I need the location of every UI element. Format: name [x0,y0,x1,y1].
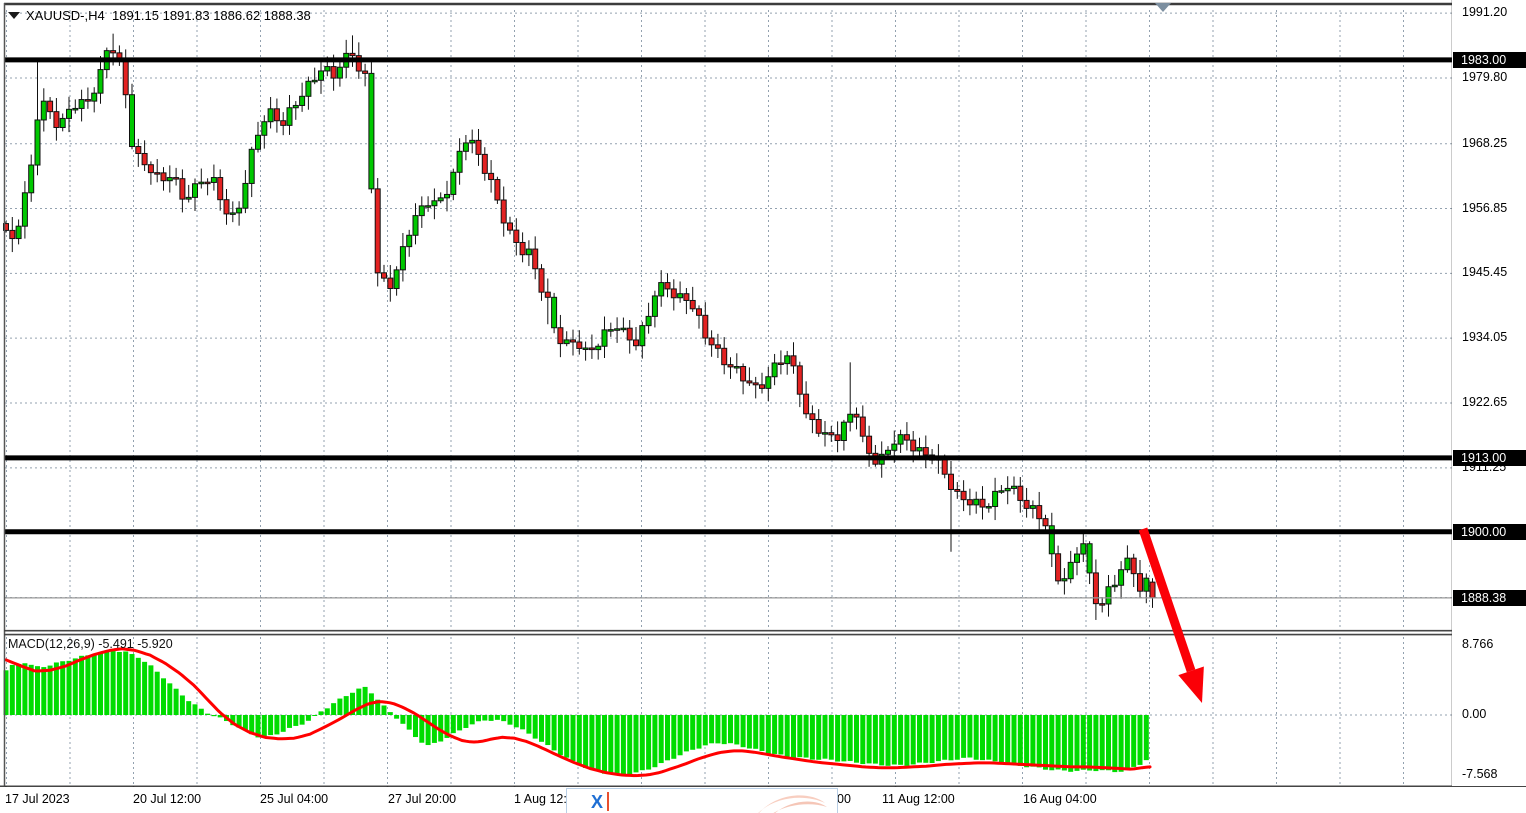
chart-shift-marker-icon [1155,3,1171,12]
horizontal-level-lines[interactable] [5,57,1452,599]
time-label: 20 Jul 12:00 [133,792,202,806]
macd-indicator-label: MACD(12,26,9) -5.491 -5.920 [8,637,173,651]
macd-tick-label: 0.00 [1462,707,1487,721]
macd-tick-label: -7.568 [1462,767,1498,782]
price-level-badge: 1888.38 [1453,589,1526,606]
time-label: 25 Jul 04:00 [260,792,329,806]
ohlc-readout: 1891.15 1891.83 1886.62 1888.38 [111,8,311,23]
price-tick-label: 1945.45 [1462,265,1508,280]
price-tick-label: 1979.80 [1462,70,1508,84]
time-label: 16 Aug 04:00 [1023,792,1097,806]
price-tick-label: 1922.65 [1462,395,1508,409]
price-level-badge: 1983.00 [1453,51,1526,68]
time-label: 00 [837,792,851,806]
price-level-badge: 1913.00 [1453,449,1526,466]
price-tick-label: 1956.85 [1462,200,1508,215]
macd-tick-label: 8.766 [1462,637,1494,652]
grid-lines [5,10,1452,786]
price-tick-label: 1991.20 [1462,5,1508,20]
text-cursor-icon [607,792,609,811]
price-tick-label: 1968.25 [1462,135,1508,150]
symbol-timeframe: XAUUSD-,H4 [26,8,105,23]
time-label: 11 Aug 12:00 [882,792,955,806]
price-level-badge: 1900.00 [1453,523,1526,540]
trend-arrow-annotation[interactable] [1138,527,1204,703]
time-label: 27 Jul 20:00 [388,792,457,806]
symbol-dropdown-icon [8,12,20,19]
chart-title: XAUUSD-,H4 1891.15 1891.83 1886.62 1888.… [8,8,311,23]
candlesticks [3,33,1156,620]
price-axis[interactable]: 1991.20 1979.80 1968.25 1956.85 1945.45 1934.… [1452,0,1526,786]
text-edit-overlay[interactable]: X [566,788,838,813]
swirl-graphic [758,795,827,813]
time-label: 1 Aug 12:00 [514,792,581,806]
price-tick-label: 1934.05 [1462,330,1508,345]
typed-text: X [591,792,604,812]
macd-indicator [3,647,1152,778]
time-label: 17 Jul 2023 [5,792,70,806]
